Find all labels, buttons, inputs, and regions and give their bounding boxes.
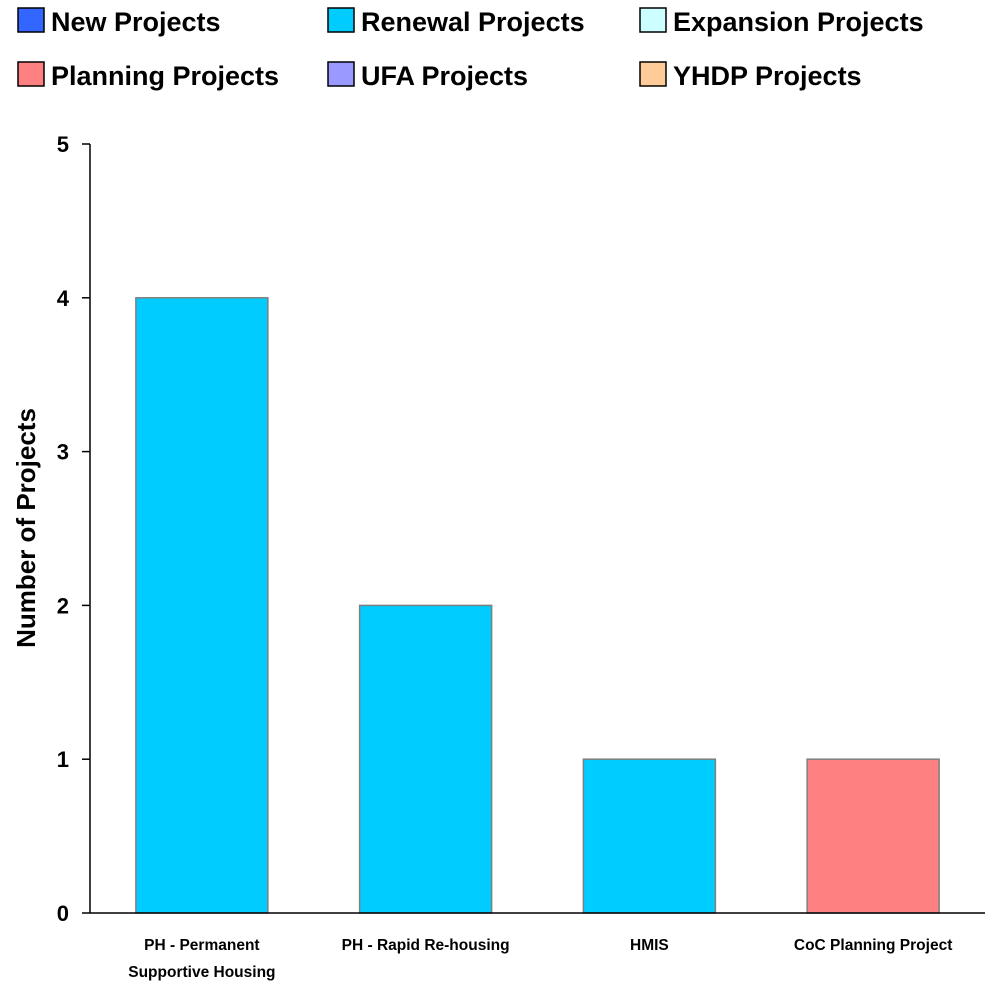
legend-swatch-new-projects (17, 7, 45, 33)
y-tick-label: 5 (57, 132, 69, 157)
x-category-label-coc-planning-project: CoC Planning Project (794, 937, 952, 954)
legend-swatch-yhdp-projects (639, 61, 667, 87)
y-tick-label: 3 (57, 440, 69, 465)
legend-label-yhdp-projects: YHDP Projects (673, 61, 862, 91)
x-axis-labels: PH - Permanent Supportive Housing PH - Rap… (128, 937, 952, 981)
y-tick-label: 1 (57, 747, 69, 772)
bar-ph-permanent-supportive-housing (135, 297, 269, 914)
y-tick-label: 0 (57, 901, 69, 926)
legend-swatch-planning-projects (17, 61, 45, 87)
legend-swatch-ufa-projects (327, 61, 355, 87)
legend-item-renewal-projects: Renewal Projects (327, 7, 585, 37)
bar-ph-rapid-re-housing (358, 604, 493, 914)
chart-legend: New Projects Renewal Projects Expansion Pr… (17, 7, 924, 91)
legend-swatch-expansion-projects (639, 7, 667, 33)
legend-label-ufa-projects: UFA Projects (361, 61, 528, 91)
legend-label-renewal-projects: Renewal Projects (361, 7, 585, 37)
legend-item-ufa-projects: UFA Projects (327, 61, 528, 91)
legend-item-planning-projects: Planning Projects (17, 61, 279, 91)
y-axis-title-group: Number of Projects (11, 408, 41, 648)
legend-item-yhdp-projects: YHDP Projects (639, 61, 862, 91)
bar-coc-planning-project (806, 758, 940, 914)
y-tick-label: 4 (57, 286, 70, 311)
bar-hmis (582, 758, 717, 914)
legend-label-expansion-projects: Expansion Projects (673, 7, 924, 37)
legend-label-planning-projects: Planning Projects (51, 61, 279, 91)
y-tick-label: 2 (57, 593, 69, 618)
x-category-label-hmis: HMIS (630, 937, 669, 954)
legend-swatch-renewal-projects (327, 7, 355, 33)
x-category-label-ph-permanent-supportive-housing: PH - Permanent Supportive Housing (128, 937, 275, 981)
legend-item-expansion-projects: Expansion Projects (639, 7, 924, 37)
y-axis: 0 1 2 3 4 5 (57, 132, 91, 926)
legend-label-new-projects: New Projects (51, 7, 221, 37)
y-axis-title: Number of Projects (11, 408, 41, 648)
legend-item-new-projects: New Projects (17, 7, 221, 37)
bars (135, 297, 940, 914)
x-category-label-ph-rapid-re-housing: PH - Rapid Re-housing (342, 937, 510, 954)
